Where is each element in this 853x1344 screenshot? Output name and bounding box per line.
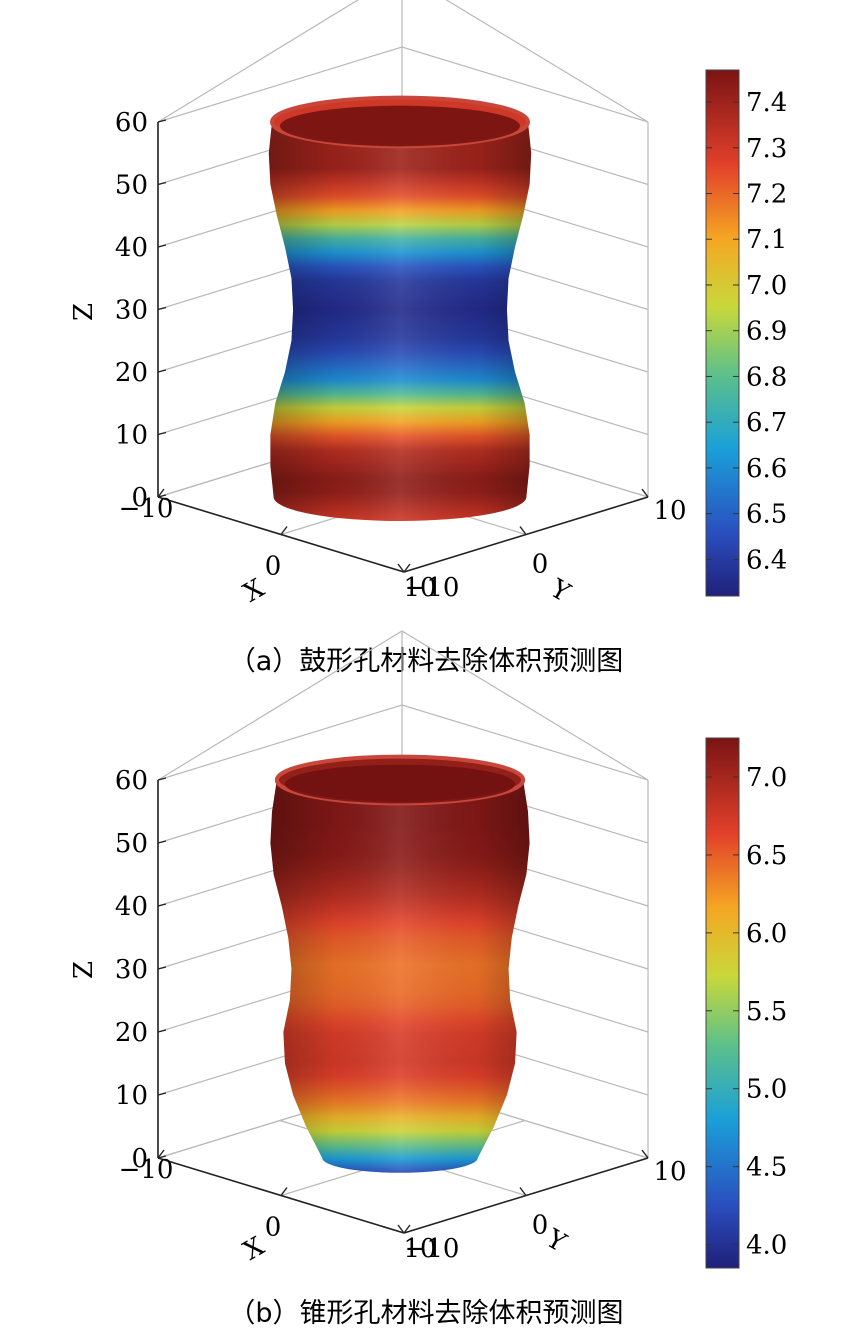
z-tick-label: 20 — [115, 358, 148, 388]
x-tick-mark — [403, 563, 411, 573]
x-tick-label: −10 — [119, 1155, 174, 1185]
z-tick-label: 0 — [131, 483, 148, 513]
y-tick-mark — [397, 1224, 405, 1234]
surface-inner-wall — [280, 105, 520, 147]
surface-shading — [268, 97, 532, 522]
z-tick-mark — [157, 903, 167, 907]
x-tick-label: 0 — [265, 552, 282, 582]
z-tick-mark — [157, 369, 167, 373]
z-tick-mark — [157, 306, 167, 311]
surface-inner-wall — [284, 764, 516, 804]
x-tick-mark — [157, 488, 165, 498]
z-tick-mark — [157, 244, 167, 248]
x-tick-mark — [280, 1187, 288, 1196]
x-tick-mark — [280, 526, 288, 535]
y-tick-mark — [641, 1149, 649, 1159]
z-tick-label: 0 — [131, 1144, 148, 1174]
colorbar-tick-label: 7.0 — [746, 763, 787, 793]
z-tick-mark — [157, 1155, 167, 1159]
y-tick-label: 10 — [653, 496, 686, 526]
y-tick-label: 10 — [653, 1157, 686, 1187]
z-tick-label: 30 — [115, 955, 148, 985]
colorbar-tick-label: 6.4 — [746, 545, 787, 575]
y-tick-label: 0 — [532, 1211, 549, 1241]
surface-shading — [270, 756, 530, 1173]
z-tick-label: 10 — [115, 421, 148, 451]
z-tick-mark — [157, 1092, 167, 1096]
z-tick-label: 30 — [115, 296, 148, 326]
z-tick-label: 60 — [115, 766, 148, 796]
colorbar-tick-label: 6.0 — [746, 919, 787, 949]
colorbar-tick-label: 6.5 — [746, 841, 787, 871]
colorbar-tick-label: 6.5 — [746, 500, 787, 530]
z-tick-mark — [157, 840, 167, 844]
z-tick-mark — [157, 966, 167, 970]
x-tick-label: 10 — [403, 1234, 436, 1264]
z-tick-label: 20 — [115, 1018, 148, 1048]
z-tick-label: 50 — [115, 829, 148, 859]
panel-b-caption: （b）锥形孔材料去除体积预测图 — [228, 1298, 623, 1329]
z-tick-mark — [157, 777, 167, 781]
colorbar-tick-label: 7.1 — [746, 225, 787, 255]
colorbar-tick-label: 4.5 — [746, 1153, 787, 1183]
colorbar-tick-label: 6.7 — [746, 408, 787, 438]
axis-top-rim — [157, 0, 649, 123]
z-tick-mark — [157, 1029, 167, 1033]
axis-top-rim — [157, 630, 649, 781]
z-tick-label: 40 — [115, 233, 148, 263]
z-tick-mark — [157, 119, 167, 123]
z-tick-label: 60 — [115, 108, 148, 138]
panel-a-colorbar-ticks: 6.4 6.5 6.6 6.7 6.8 6.9 7.0 7.1 7.2 7.3 7.4 — [706, 88, 787, 575]
z-tick-label: 40 — [115, 892, 148, 922]
panel-b-surface — [270, 754, 530, 1173]
y-tick-label: −10 — [405, 573, 460, 603]
colorbar-tick-label: 4.0 — [746, 1231, 787, 1261]
colorbar-tick-label: 6.9 — [746, 317, 787, 347]
panel-a-z-axis-label: Z — [69, 303, 99, 321]
z-tick-mark — [157, 494, 167, 498]
panel-b-colorbar-ticks: 4.0 4.5 5.0 5.5 6.0 6.5 7.0 — [706, 763, 787, 1261]
z-tick-label: 10 — [115, 1081, 148, 1111]
y-tick-mark — [519, 1187, 527, 1196]
z-tick-mark — [157, 181, 167, 186]
x-tick-mark — [157, 1149, 165, 1159]
y-tick-label: 0 — [532, 550, 549, 580]
colorbar-tick-label: 5.0 — [746, 1075, 787, 1105]
panel-a-surface — [268, 95, 532, 522]
colorbar-tick-label: 6.8 — [746, 362, 787, 392]
x-tick-label: −10 — [119, 494, 174, 524]
y-tick-mark — [519, 526, 527, 535]
x-tick-label: 10 — [403, 573, 436, 603]
panel-b-colorbar — [705, 737, 740, 1269]
y-tick-mark — [397, 563, 405, 573]
panel-b-z-axis-label: Z — [69, 961, 99, 979]
z-tick-mark — [157, 431, 167, 436]
y-tick-mark — [641, 488, 649, 498]
panel-a-y-axis-label: Y — [544, 573, 575, 608]
colorbar-tick-label: 7.2 — [746, 179, 787, 209]
colorbar-tick-label: 5.5 — [746, 997, 787, 1027]
y-tick-label: −10 — [405, 1234, 460, 1264]
colorbar-tick-label: 7.4 — [746, 88, 787, 118]
colorbar-tick-label: 6.6 — [746, 454, 787, 484]
x-tick-label: 0 — [265, 1213, 282, 1243]
panel-a-caption: （a）鼓形孔材料去除体积预测图 — [229, 646, 624, 677]
x-tick-mark — [403, 1224, 411, 1234]
colorbar-tick-label: 7.0 — [746, 271, 787, 301]
panel-a-colorbar — [705, 69, 740, 597]
z-tick-label: 50 — [115, 171, 148, 201]
colorbar-tick-label: 7.3 — [746, 134, 787, 164]
